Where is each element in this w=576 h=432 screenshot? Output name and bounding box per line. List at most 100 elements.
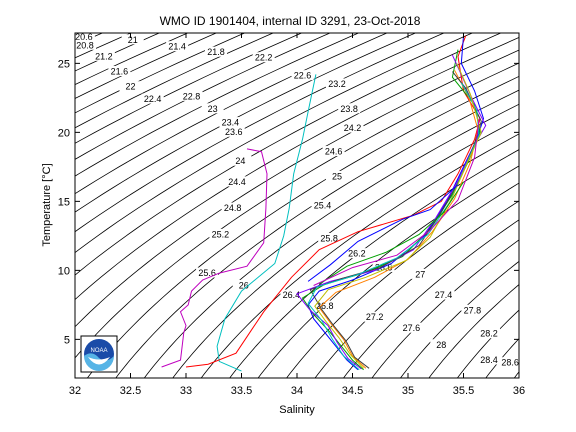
isopycnal-line <box>75 33 275 129</box>
isopycnal-line <box>75 33 502 276</box>
density-label: 23.2 <box>328 79 346 89</box>
profile-line <box>185 35 481 368</box>
density-label: 22.2 <box>255 53 273 63</box>
density-label-bg <box>363 311 386 322</box>
density-label-bg <box>252 52 275 63</box>
density-label-bg <box>311 199 334 210</box>
density-label: 25.6 <box>198 268 216 278</box>
density-label-bg <box>318 233 341 243</box>
density-label-bg <box>73 39 96 50</box>
density-labels: 20.620.8 21 21.2 21.4 21.6 21.8 22 22.2 22.4 22.6… <box>72 31 522 368</box>
y-axis: 5 10 15 20 25 <box>58 58 519 346</box>
density-label-bg <box>121 34 144 45</box>
density-label-bg <box>141 93 164 104</box>
density-label-bg <box>72 31 95 42</box>
density-label: 27 <box>415 269 425 279</box>
isopycnal-line <box>371 239 519 378</box>
density-label-bg <box>432 289 455 300</box>
density-label-bg <box>219 117 242 128</box>
x-tick-label: 34 <box>291 385 303 397</box>
isopycnal-line <box>75 33 246 114</box>
density-label: 25.2 <box>212 229 230 239</box>
y-tick-label: 20 <box>58 127 70 139</box>
isopycnal-line <box>229 149 519 378</box>
density-label: 28.6 <box>501 358 519 368</box>
density-label: 27.8 <box>464 305 482 315</box>
density-label-bg <box>291 70 314 81</box>
density-label-bg <box>313 300 336 311</box>
density-label-bg <box>119 81 142 92</box>
density-label: 26.2 <box>348 249 366 259</box>
density-label-bg <box>180 90 203 101</box>
isopycnal-line <box>143 103 519 378</box>
logo-gull-icon <box>88 357 110 365</box>
density-label: 26.4 <box>283 290 301 300</box>
y-tick-label: 25 <box>58 58 70 70</box>
density-label-bg <box>409 268 432 279</box>
density-label: 26.8 <box>316 301 334 311</box>
x-tick-label: 32 <box>69 385 81 397</box>
density-label-bg <box>430 339 453 350</box>
isopycnal-line <box>75 33 161 72</box>
isopycnal-line <box>456 309 519 378</box>
density-label-bg <box>345 248 368 259</box>
isopycnal-line <box>172 118 519 378</box>
density-label-bg <box>325 78 348 89</box>
isopycnal-line <box>286 182 519 378</box>
density-label: 27.4 <box>435 290 453 300</box>
density-label-bg <box>232 279 255 290</box>
density-label: 23.6 <box>225 127 243 137</box>
density-label-bg <box>322 146 345 157</box>
density-label: 21.6 <box>111 67 129 77</box>
x-tick-label: 33 <box>180 385 192 397</box>
density-label: 21.4 <box>168 42 186 52</box>
isopycnal-line <box>428 284 519 378</box>
density-label: 27.2 <box>366 312 384 322</box>
isopycnal-line <box>343 219 519 378</box>
density-label-bg <box>400 322 423 333</box>
isopycnal-line <box>75 33 474 254</box>
density-label-bg <box>499 357 522 368</box>
x-axis-label: Salinity <box>279 404 315 416</box>
isopycnal-line <box>75 33 218 99</box>
density-label: 28.2 <box>480 329 498 339</box>
density-label: 21.8 <box>207 47 225 57</box>
density-label: 23 <box>208 104 218 114</box>
density-label-bg <box>196 267 219 278</box>
x-tick-label: 35 <box>402 385 414 397</box>
profile-line <box>307 184 459 282</box>
density-label-bg <box>209 228 232 239</box>
density-label-bg <box>229 155 252 166</box>
y-tick-label: 15 <box>58 196 70 208</box>
density-label: 22.6 <box>294 71 312 81</box>
density-label: 28.4 <box>480 355 498 365</box>
isopycnal-line <box>75 33 332 160</box>
profile-line <box>307 35 485 371</box>
density-label-bg <box>108 66 131 77</box>
density-label: 24 <box>235 156 245 166</box>
density-label: 28 <box>436 340 446 350</box>
density-label: 24.8 <box>224 203 242 213</box>
y-tick-label: 10 <box>58 265 70 277</box>
density-label-bg <box>478 328 501 339</box>
isopycnal-line <box>257 165 519 378</box>
density-label: 26 <box>239 280 249 290</box>
density-label: 24.6 <box>325 147 343 157</box>
isopycnal-line <box>75 33 445 233</box>
x-tick-label: 35.5 <box>453 385 474 397</box>
density-label-bg <box>166 41 189 52</box>
isopycnal-line <box>75 49 519 328</box>
density-label-bg <box>461 304 484 315</box>
density-label: 22 <box>125 82 135 92</box>
density-label: 23.8 <box>340 104 358 114</box>
density-label: 22.4 <box>144 94 162 104</box>
density-label: 22.8 <box>183 91 201 101</box>
density-label-bg <box>341 122 364 133</box>
isopycnal-line <box>75 33 388 195</box>
x-tick-label: 32.5 <box>120 385 141 397</box>
density-label: 21 <box>128 35 138 45</box>
y-tick-label: 5 <box>64 334 70 346</box>
density-label: 24.2 <box>344 123 362 133</box>
density-label: 27.6 <box>403 323 421 333</box>
density-label: 20.6 <box>75 32 93 42</box>
